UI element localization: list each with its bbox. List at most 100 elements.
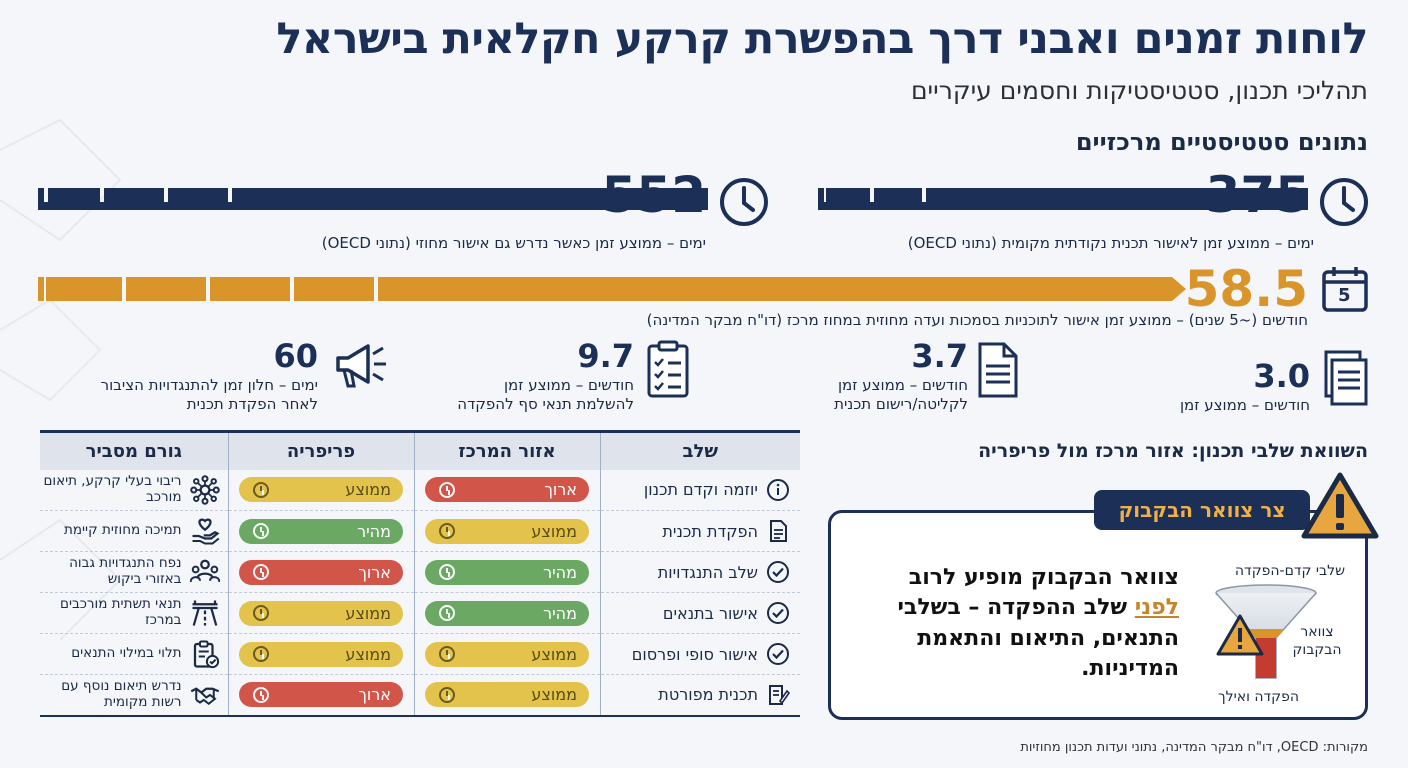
factor-cell: תמיכה מחוזית קיימת: [40, 510, 228, 552]
clock-icon: [720, 178, 768, 226]
periphery-cell: ממוצע: [227, 633, 414, 675]
clock-icon: [1320, 178, 1368, 226]
stat-552: 552 ימים – ממוצע זמן כאשר נדרש גם אישור …: [38, 170, 770, 260]
clock-icon: [439, 564, 455, 580]
small-stat-3-7-line2: לקליטה/רישום תכנית: [834, 395, 968, 413]
status-pill: מהיר: [239, 518, 403, 544]
sources-note: מקורות: OECD, דו"ח מבקר המדינה, נתוני וע…: [1020, 740, 1368, 755]
bottleneck-badge: צר צוואר הבקבוק: [1094, 490, 1310, 530]
stage-label: שלב התנגדויות: [657, 562, 758, 582]
factor-label: תנאי תשתית מורכבים במרכז: [60, 596, 182, 628]
people-icon: [189, 559, 220, 583]
periphery-cell: ארוך: [227, 674, 414, 717]
status-label: ארוך: [544, 480, 577, 500]
center-cell: מהיר: [413, 551, 600, 593]
clock-icon: [439, 686, 455, 703]
factor-label: נדרש תיאום נוסף עם רשות מקומית: [61, 678, 182, 710]
status-label: ממוצע: [345, 603, 391, 623]
factor-cell: ריבוי בעלי קרקע, תיאום מורכב: [40, 469, 228, 511]
status-label: ממוצע: [531, 685, 577, 705]
status-pill: ארוך: [239, 682, 403, 708]
table-header-periphery: פריפריה: [227, 431, 414, 470]
bottleneck-text-pre: צוואר הבקבוק מופיע לרוב: [908, 565, 1179, 590]
comparison-table: שלב אזור המרכז פריפריה גורם מסביר יוזמה …: [40, 430, 800, 717]
clock-icon: [253, 646, 269, 662]
status-label: ממוצע: [531, 521, 577, 541]
status-pill: ממוצע: [425, 682, 589, 708]
center-cell: ממוצע: [413, 510, 600, 552]
small-stat-3-7: 3.7 חודשים – ממוצע זמן לקליטה/רישום תכני…: [780, 338, 1020, 418]
periphery-cell: מהיר: [227, 510, 414, 552]
table-header-row: שלב אזור המרכז פריפריה גורם מסביר: [40, 431, 800, 470]
status-pill: מהיר: [425, 600, 589, 626]
stage-cell: יוזמה וקדם תכנון: [599, 469, 800, 511]
network-icon: [189, 475, 220, 505]
stage-cell: שלב התנגדויות: [599, 551, 800, 593]
calendar-icon-number: 5: [1338, 285, 1351, 306]
small-stat-60: 60 ימים – חלון זמן להתנגדויות הציבור לאח…: [60, 338, 390, 418]
timeline-bar-552: [38, 188, 708, 210]
status-pill: ממוצע: [239, 477, 403, 503]
small-stat-9-7-line2: להשלמת תנאי סף להפקדה: [457, 395, 634, 413]
factor-label: נפח התנגדויות גבוה באזורי ביקוש: [69, 555, 182, 587]
clock-icon: [253, 564, 269, 580]
calendar-icon: 5: [1320, 264, 1370, 314]
stat-375: 375 ימים – ממוצע זמן לאישור תכנית נקודתי…: [818, 170, 1370, 260]
hand-heart-icon: [192, 518, 220, 545]
clipboard-check-icon: [193, 640, 219, 669]
stage-label: אישור סופי ופרסום: [631, 644, 758, 664]
document-stack-icon: [1324, 350, 1368, 406]
status-pill: ממוצע: [425, 641, 589, 667]
status-label: ממוצע: [345, 644, 391, 664]
stat-58-5-value: 58.5: [1184, 260, 1308, 318]
info-icon: [767, 478, 789, 501]
page-title: לוחות זמנים ואבני דרך בהפשרת קרקע חקלאית…: [276, 14, 1368, 64]
status-pill: ארוך: [239, 559, 403, 585]
status-label: ארוך: [358, 685, 391, 705]
status-label: ממוצע: [345, 480, 391, 500]
status-pill: ממוצע: [239, 600, 403, 626]
checklist-icon: [647, 340, 689, 398]
stat-375-description: ימים – ממוצע זמן לאישור תכנית נקודתית מק…: [907, 234, 1314, 252]
table-row: יוזמה וקדם תכנון ארוך ממוצע ריבוי בעלי קרקע…: [40, 469, 800, 511]
status-label: ארוך: [358, 562, 391, 582]
check-circle-icon: [767, 602, 789, 624]
document-icon: [978, 342, 1018, 398]
small-stat-3-7-value: 3.7: [911, 337, 968, 375]
bottleneck-text: צוואר הבקבוק מופיע לרוב לפני שלב ההפקדה …: [879, 563, 1179, 684]
clock-icon: [253, 605, 269, 621]
center-cell: ארוך: [413, 469, 600, 511]
small-stat-9-7: 9.7 חודשים – ממוצע זמן להשלמת תנאי סף לה…: [420, 338, 690, 418]
table-row: אישור סופי ופרסום ממוצע ממוצע תלוי במילוי ה…: [40, 633, 800, 675]
stage-cell: אישור סופי ופרסום: [599, 633, 800, 675]
clock-icon: [439, 481, 455, 498]
edit-document-icon: [769, 684, 790, 705]
center-cell: ממוצע: [413, 633, 600, 675]
periphery-cell: ארוך: [227, 551, 414, 593]
clock-icon: [439, 605, 455, 621]
small-stat-60-value: 60: [273, 337, 318, 375]
stage-label: יוזמה וקדם תכנון: [643, 480, 758, 500]
table-header-factor: גורם מסביר: [40, 431, 228, 470]
status-pill: ממוצע: [425, 518, 589, 544]
funnel-bottom-label: הפקדה ואילך: [1218, 689, 1299, 705]
status-label: מהיר: [543, 603, 577, 623]
stat-58-5-description: חודשים (~5 שנים) – ממוצע זמן אישור לתוכנ…: [646, 311, 1308, 329]
bottleneck-badge-label: צר צוואר הבקבוק: [1118, 498, 1286, 522]
clock-icon: [439, 646, 455, 662]
status-label: מהיר: [357, 521, 391, 541]
check-circle-icon: [767, 561, 789, 583]
factor-cell: נפח התנגדויות גבוה באזורי ביקוש: [40, 551, 228, 593]
small-stat-3-0: 3.0 חודשים – ממוצע זמן: [1120, 348, 1370, 418]
stage-cell: תכנית מפורטת: [599, 674, 800, 717]
funnel-top-label: שלבי קדם-הפקדה: [1234, 563, 1345, 579]
small-stat-60-line1: ימים – חלון זמן להתנגדויות הציבור: [100, 376, 318, 394]
stat-552-description: ימים – ממוצע זמן כאשר נדרש גם אישור מחוז…: [321, 234, 706, 252]
table-row: אישור בתנאים מהיר ממוצע תנאי תשתית מורכבים …: [40, 592, 800, 634]
table-row: הפקדת תכנית ממוצע מהיר תמיכה מחוזית קיימת: [40, 510, 800, 552]
status-label: מהיר: [543, 562, 577, 582]
status-label: ממוצע: [531, 644, 577, 664]
check-circle-icon: [767, 643, 789, 665]
small-stat-3-0-line1: חודשים – ממוצע זמן: [1179, 396, 1310, 414]
stats-heading: נתונים סטטיסטיים מרכזיים: [1075, 128, 1368, 156]
